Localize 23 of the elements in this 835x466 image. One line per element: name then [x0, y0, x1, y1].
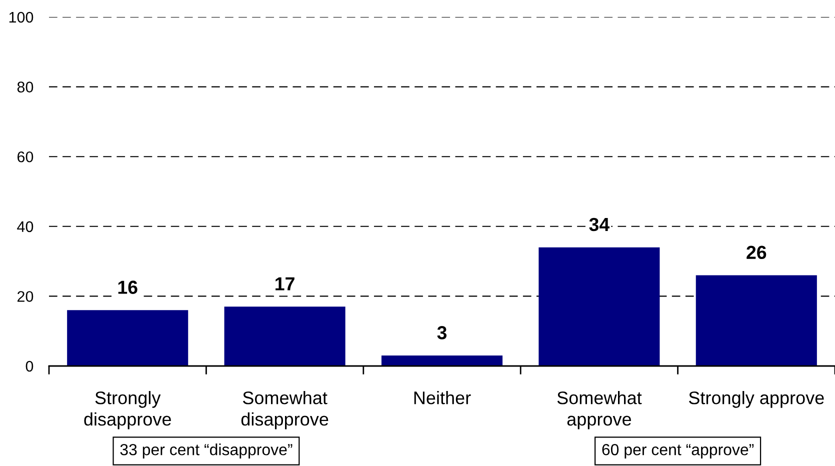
y-tick-label: 60 — [18, 151, 34, 162]
data-label: 17 — [276, 277, 294, 290]
data-label: 3 — [437, 326, 447, 340]
bar — [67, 310, 188, 366]
bar — [696, 275, 817, 366]
y-tick-label: 0 — [26, 360, 34, 372]
text: 33 per cent “disapprove” — [120, 444, 292, 458]
x-tick-label: Neither — [414, 391, 471, 404]
x-tick-label: Strongly approve — [688, 391, 824, 408]
x-tick-label: Somewhat disapprove — [241, 391, 328, 430]
y-tick-label: 100 — [9, 12, 34, 23]
data-label: 34 — [589, 218, 610, 232]
bar — [224, 306, 346, 366]
y-tick-label: 20 — [18, 291, 34, 302]
x-tick-label: Strongly disapprove — [84, 391, 171, 430]
bar — [381, 356, 503, 366]
y-tick-label: 40 — [17, 221, 34, 232]
data-label: 26 — [746, 246, 766, 260]
data-label: 16 — [118, 280, 138, 294]
y-tick-label: 80 — [17, 82, 34, 92]
x-tick-label: Somewhat approve — [557, 391, 642, 430]
bar — [538, 247, 660, 366]
text: 60 per cent “approve” — [602, 444, 754, 458]
